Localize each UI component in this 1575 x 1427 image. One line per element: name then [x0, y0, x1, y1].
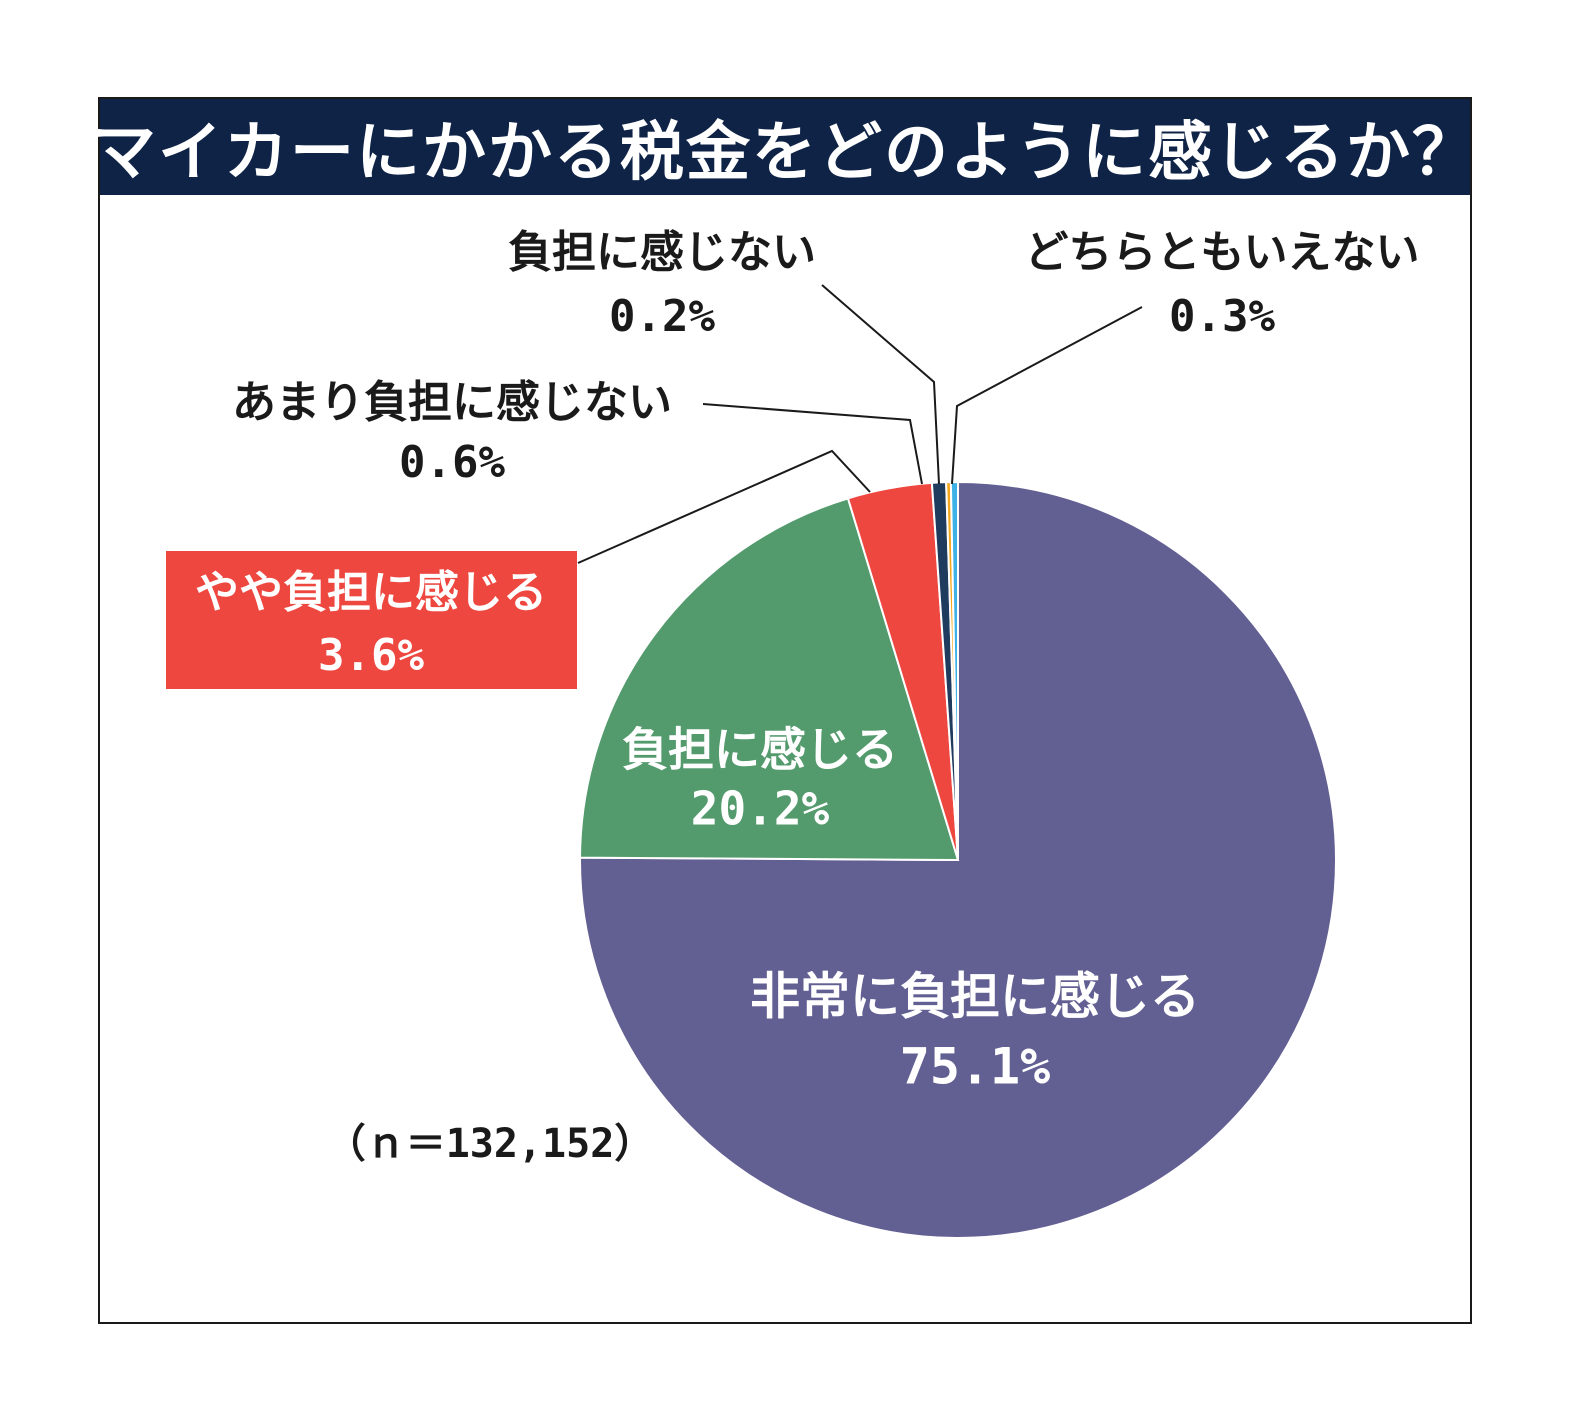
chart-title: マイカーにかかる税金をどのように感じるか？	[92, 116, 1478, 190]
slice-value-0: 75.1%	[900, 1038, 1051, 1096]
slice-label-5: どちらともいえない	[1024, 227, 1419, 278]
slice-label-1: 負担に感じる	[622, 723, 898, 777]
slice-value-3: 0.6%	[399, 437, 505, 488]
slice-label-0: 非常に負担に感じる	[750, 968, 1200, 1026]
title-bar: マイカーにかかる税金をどのように感じるか？	[92, 99, 1476, 195]
slice-value-2: 3.6%	[318, 630, 424, 681]
leader-line-5	[951, 306, 1143, 485]
sample-size-note: （ｎ＝132,152）	[326, 1121, 655, 1167]
slice-value-4: 0.2%	[609, 291, 715, 342]
slice-label-4: 負担に感じない	[508, 227, 816, 278]
highlight-label-box	[166, 551, 577, 689]
pie-slice-0	[579, 480, 1337, 1239]
slice-value-1: 20.2%	[691, 782, 830, 836]
leader-line-2	[577, 449, 871, 564]
pie-slices	[579, 480, 1337, 1239]
slice-label-2: やや負担に感じる	[195, 567, 547, 618]
leader-line-3	[702, 403, 923, 485]
leader-line-4	[821, 284, 940, 485]
pie-slice-1	[579, 497, 960, 862]
pie-slice-5	[949, 480, 959, 861]
leader-lines	[577, 284, 1143, 564]
slice-label-3: あまり負担に感じない	[232, 377, 672, 428]
slice-value-5: 0.3%	[1169, 291, 1275, 342]
